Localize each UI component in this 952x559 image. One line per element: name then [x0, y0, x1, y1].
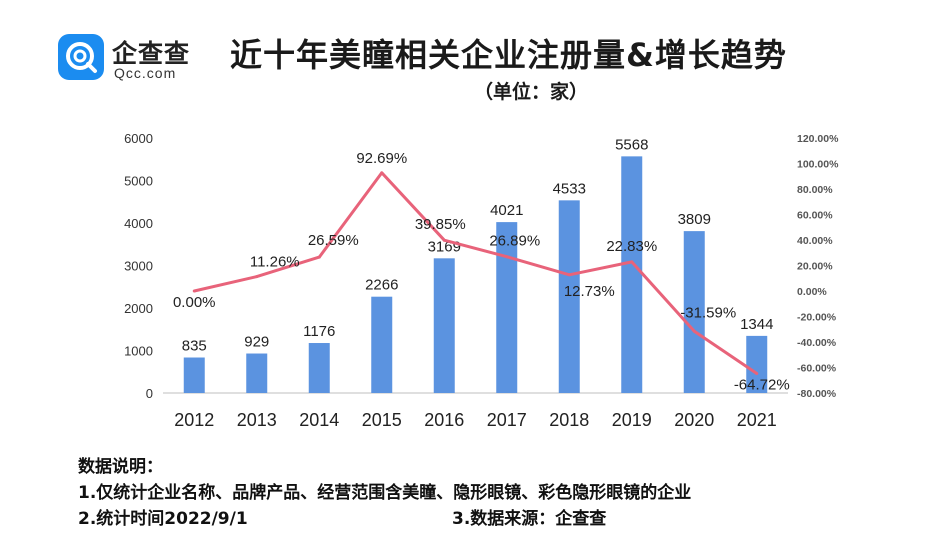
y-right-tick-label: 80.00%	[797, 184, 833, 196]
growth-rate-point	[317, 255, 321, 259]
y-right-tick-label: -20.00%	[797, 312, 837, 324]
notes-line-1: 1.仅统计企业名称、品牌产品、经营范围含美瞳、隐形眼镜、彩色隐形眼镜的企业	[78, 483, 692, 503]
x-tick-label: 2019	[612, 410, 652, 430]
chart-subtitle: （单位：家）	[474, 81, 589, 103]
bar-value-label: 4021	[490, 202, 523, 219]
qcc-logo-icon	[58, 34, 104, 80]
x-tick-label: 2013	[237, 410, 277, 430]
bar	[183, 357, 205, 393]
growth-rate-label: 26.89%	[489, 233, 540, 250]
bar	[746, 335, 768, 393]
logo-domain: Qcc.com	[114, 65, 177, 81]
x-tick-label: 2015	[362, 410, 402, 430]
y-right-tick-label: 120.00%	[797, 133, 839, 145]
growth-rate-label: 92.69%	[356, 150, 407, 167]
bar-value-label: 1344	[740, 316, 773, 333]
notes-heading: 数据说明：	[78, 457, 163, 477]
y-left-tick-label: 6000	[124, 131, 153, 146]
y-left-tick-label: 3000	[124, 259, 153, 274]
growth-rate-point	[755, 372, 759, 376]
growth-rate-label: 12.73%	[564, 283, 615, 300]
x-tick-label: 2020	[674, 410, 714, 430]
brand-logo: 企查查 Qcc.com	[58, 34, 208, 84]
bar	[558, 200, 580, 393]
x-tick-label: 2014	[299, 410, 339, 430]
bar-value-label: 4533	[553, 180, 586, 197]
growth-rate-point	[442, 238, 446, 242]
bar	[621, 156, 643, 393]
y-right-tick-label: 40.00%	[797, 235, 833, 247]
notes-line-2: 2.统计时间2022/9/1	[78, 509, 248, 529]
growth-rate-label: 0.00%	[173, 294, 216, 311]
logo-name: 企查查	[112, 39, 191, 68]
growth-rate-line	[193, 171, 758, 375]
notes-row-3: 2.统计时间2022/9/1 3.数据来源：企查查	[78, 506, 691, 532]
growth-rate-point	[567, 273, 571, 277]
y-right-tick-label: 0.00%	[797, 286, 827, 298]
bar	[683, 231, 705, 393]
bar	[246, 353, 268, 393]
y-right-tick-label: -60.00%	[797, 363, 837, 375]
x-tick-label: 2018	[549, 410, 589, 430]
bar	[308, 343, 330, 393]
x-tick-label: 2017	[487, 410, 527, 430]
growth-rate-label: 22.83%	[606, 238, 657, 255]
growth-rate-point	[380, 171, 384, 175]
y-right-tick-label: 60.00%	[797, 210, 833, 222]
chart-title: 近十年美瞳相关企业注册量&增长趋势	[230, 36, 787, 74]
y-left-tick-label: 5000	[124, 174, 153, 189]
growth-rate-point	[505, 255, 509, 259]
y-left-tick-label: 1000	[124, 344, 153, 359]
x-tick-label: 2016	[424, 410, 464, 430]
bar-value-label: 1176	[303, 323, 335, 340]
growth-rate-label: 39.85%	[415, 216, 466, 233]
bar-value-label: 3809	[678, 211, 711, 228]
growth-rate-point	[692, 329, 696, 333]
y-right-tick-label: 100.00%	[797, 159, 839, 171]
growth-rate-point	[255, 275, 259, 279]
x-tick-label: 2012	[174, 410, 214, 430]
growth-rate-label: -31.59%	[680, 304, 736, 321]
y-right-tick-label: -80.00%	[797, 388, 837, 400]
notes-source: 3.数据来源：企查查	[452, 509, 607, 529]
bar	[371, 296, 393, 393]
growth-rate-label: 11.26%	[250, 254, 300, 271]
data-notes: 数据说明： 1.仅统计企业名称、品牌产品、经营范围含美瞳、隐形眼镜、彩色隐形眼镜…	[78, 454, 691, 532]
growth-rate-point	[630, 260, 634, 264]
y-right-tick-label: -40.00%	[797, 337, 837, 349]
bar-value-label: 929	[244, 334, 269, 351]
y-left-tick-label: 0	[146, 386, 153, 401]
y-left-tick-label: 2000	[124, 301, 153, 316]
bar-value-label: 835	[182, 338, 207, 355]
y-left-tick-label: 4000	[124, 216, 153, 231]
y-right-tick-label: 20.00%	[797, 261, 833, 273]
x-tick-label: 2021	[737, 410, 777, 430]
bar-value-label: 5568	[615, 136, 648, 153]
growth-rate-label: -64.72%	[734, 377, 790, 394]
bar	[433, 258, 455, 393]
bar	[496, 222, 518, 393]
growth-rate-point	[192, 289, 196, 293]
bar-value-label: 2266	[365, 277, 398, 294]
growth-rate-label: 26.59%	[308, 232, 359, 249]
